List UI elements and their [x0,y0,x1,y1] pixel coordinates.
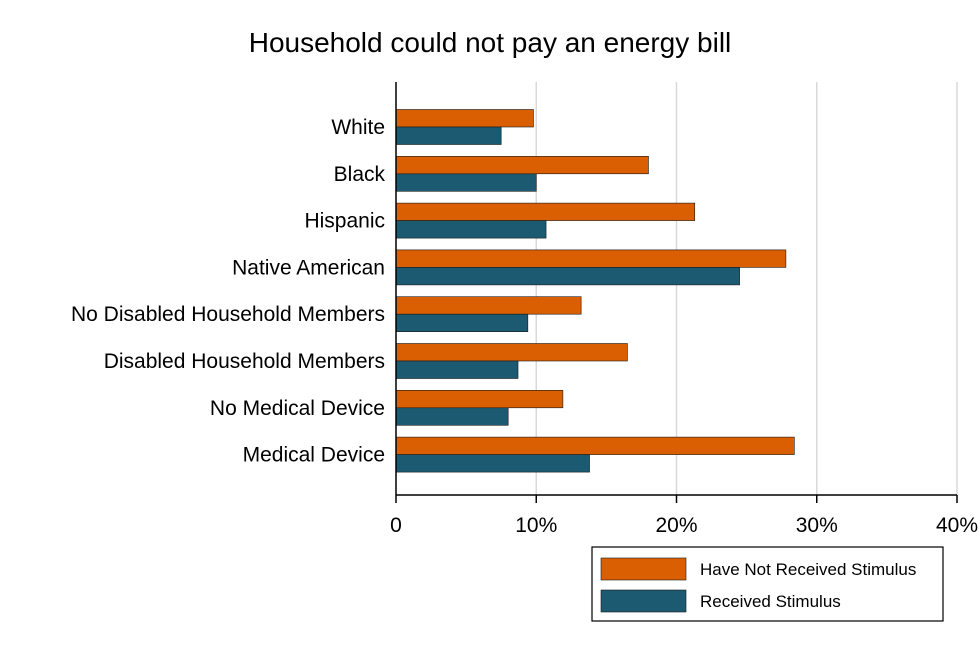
bar-disabled-household-members-have-not-received-stimulus [395,343,628,362]
category-label-native-american: Native American [232,256,385,279]
category-label-white: White [331,116,385,139]
bar-black-have-not-received-stimulus [395,156,649,175]
legend: Have Not Received Stimulus Received Stimu… [591,546,944,622]
legend-label-have-not-received-stimulus: Have Not Received Stimulus [700,560,916,579]
bar-black-received-stimulus [395,173,537,192]
bars [395,109,795,473]
bar-medical-device-received-stimulus [395,454,590,473]
legend-swatch-received-stimulus [600,589,687,613]
category-label-no-medical-device: No Medical Device [210,397,385,420]
category-label-no-disabled-household-members: No Disabled Household Members [71,303,385,326]
legend-label-received-stimulus: Received Stimulus [700,592,841,611]
category-label-disabled-household-members: Disabled Household Members [104,350,385,373]
category-label-hispanic: Hispanic [304,210,385,233]
x-tick-label-0: 0 [390,514,402,537]
bar-white-received-stimulus [395,126,502,145]
bar-disabled-household-members-received-stimulus [395,360,519,379]
gridlines [535,82,958,495]
bar-white-have-not-received-stimulus [395,109,534,128]
axes: White Black Hispanic Native American No Disa… [71,82,978,537]
bar-native-american-have-not-received-stimulus [395,249,787,268]
category-label-medical-device: Medical Device [243,444,385,467]
bar-no-disabled-household-members-received-stimulus [395,313,529,333]
legend-swatch-have-not-received-stimulus [600,557,687,581]
category-label-black: Black [334,163,386,186]
bar-medical-device-have-not-received-stimulus [395,436,795,455]
chart-title: Household could not pay an energy bill [249,27,732,58]
x-tick-label-40: 40% [936,514,978,537]
bar-no-medical-device-received-stimulus [395,407,509,426]
x-tick-label-30: 30% [796,514,838,537]
bar-hispanic-have-not-received-stimulus [395,202,696,221]
x-tick-label-10: 10% [515,514,557,537]
bar-no-disabled-household-members-have-not-received-stimulus [395,296,582,315]
bar-native-american-received-stimulus [395,267,740,286]
bar-hispanic-received-stimulus [395,220,547,239]
bar-no-medical-device-have-not-received-stimulus [395,389,564,409]
x-tick-label-20: 20% [655,514,697,537]
